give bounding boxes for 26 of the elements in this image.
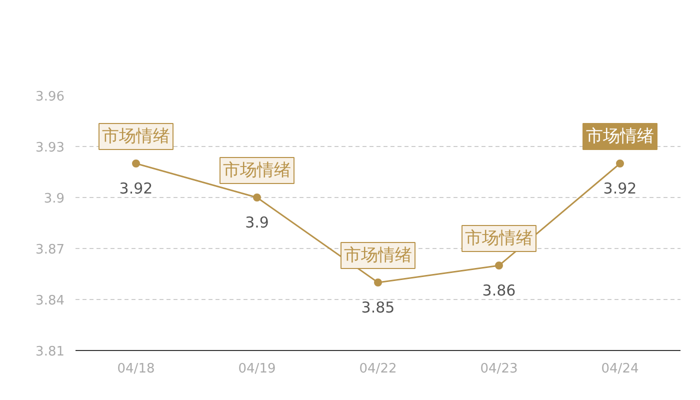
point [253,194,261,202]
y-tick-label: 3.96 [36,90,65,104]
annotation: 市场情绪 [344,246,412,266]
x-tick-label: 04/19 [238,362,276,376]
data-label: 3.92 [603,180,637,198]
data-label: 3.92 [119,180,153,198]
annotation: 市场情绪 [102,126,170,146]
y-tick-label: 3.84 [36,294,65,308]
y-tick-label: 3.93 [36,140,65,156]
point [132,160,140,168]
x-tick-label: 04/18 [117,362,155,376]
x-tick-label: 04/23 [480,362,518,376]
annotation: 市场情绪 [223,160,291,180]
x-tick-label: 04/24 [601,362,639,376]
annotation: 市场情绪 [465,228,533,248]
y-tick-label: 3.9 [44,192,65,206]
point [495,262,503,270]
data-label: 3.9 [245,214,269,232]
data-label: 3.86 [482,282,516,300]
point [616,160,624,168]
x-tick-label: 04/22 [359,362,397,376]
data-label: 3.85 [361,298,395,316]
annotation: 市场情绪 [586,126,654,146]
y-tick-label: 3.81 [36,344,65,360]
y-tick-label: 3.87 [36,242,65,258]
point [374,278,382,286]
